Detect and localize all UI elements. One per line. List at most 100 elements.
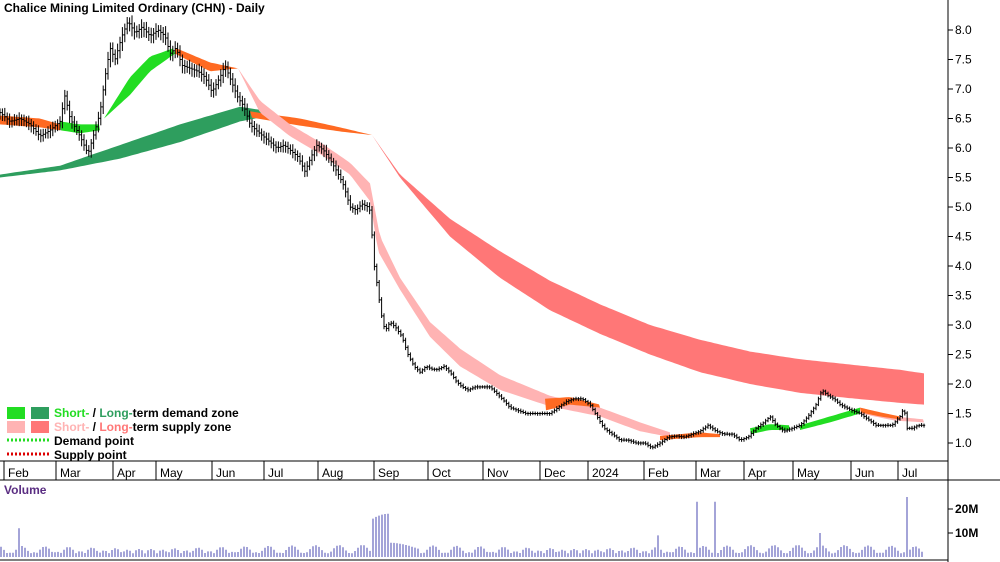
price-bar [217,75,220,90]
price-bar [723,432,726,437]
price-bar [229,67,232,86]
price-bar [538,411,542,416]
short-term-crossover-zone [175,47,238,72]
month-tick-label: Mar [700,466,721,480]
price-bar [361,199,364,211]
price-bar [627,438,630,443]
legend-supply-rest: term supply zone [133,420,232,434]
price-bar [711,425,714,432]
price-bar [522,409,525,414]
price-bar [39,129,42,143]
price-bar [421,368,424,374]
price-bar [15,114,18,126]
price-bar [78,126,81,141]
price-bar [774,418,777,427]
price-bar [913,425,916,431]
price-bar [13,114,16,126]
price-bar [577,397,580,402]
price-bar [625,438,628,442]
price-bar [270,136,273,149]
month-tick-label: Apr [117,466,136,480]
legend-swatch-short-supply [7,421,25,433]
price-bar [850,407,854,413]
price-bar [442,364,446,370]
month-tick-label: Apr [748,466,767,480]
price-bar [546,411,549,416]
price-bar [613,431,616,438]
price-bar [606,427,609,433]
legend-demand-zone: Short- / Long-term demand zone [54,406,239,420]
price-bar [46,126,50,139]
price-bar [30,119,33,133]
price-bar [82,134,86,151]
may-short-demand-zone [800,407,860,430]
price-tick-label: 4.5 [955,230,972,244]
price-bar [440,366,443,371]
price-bar [471,385,474,391]
price-bar [277,141,280,153]
price-bar [591,403,594,412]
price-bar [236,85,239,103]
price-bar [154,23,158,40]
price-bar [466,386,470,393]
price-bars [0,15,926,450]
price-bar [66,90,69,111]
price-bar [781,426,784,433]
price-bar [75,120,78,135]
price-tick-label: 5.5 [955,171,972,185]
price-bar [286,141,290,154]
price-bar [390,320,393,327]
price-bar [598,415,602,424]
price-bar [891,422,894,428]
price-bar [298,152,302,165]
price-bar [478,385,482,390]
price-bar [462,383,465,390]
price-bar [22,114,26,127]
month-tick-label: Jun [216,466,235,480]
price-bar [238,92,242,107]
price-bar [370,206,374,239]
price-bar [874,421,878,428]
price-bar [6,112,9,125]
price-bar [226,61,230,79]
price-bar [138,24,141,39]
price-bar [690,432,693,438]
price-bar [834,396,837,403]
price-bar [562,401,566,407]
price-bar [553,408,556,414]
price-bar [514,407,518,412]
price-bar [644,441,647,446]
price-bar [812,406,815,415]
price-bar [620,437,623,443]
price-bar [366,202,369,212]
price-bar [486,384,489,390]
price-bar [764,418,767,425]
price-bar [126,17,129,35]
price-bar [183,59,186,74]
price-bar [248,110,251,128]
month-tick-label: Oct [432,466,451,480]
price-tick-label: 6.5 [955,112,972,126]
price-bar [282,139,285,153]
price-bar [906,411,909,431]
price-bar [145,21,148,38]
price-bar [750,431,753,439]
price-bar [831,395,834,401]
month-tick-label: Nov [487,466,508,480]
price-bar [716,428,719,434]
price-bar [308,156,311,171]
long-term-supply-zone [372,135,924,405]
price-bar [63,89,66,115]
volume-title: Volume [4,483,47,497]
price-bar [301,155,304,172]
price-bar [848,406,851,411]
price-bar [454,376,458,384]
price-bar [3,107,6,122]
price-bar [130,15,134,37]
month-tick-label: Mar [60,466,81,480]
price-bar [294,148,297,161]
price-bar [601,420,604,428]
price-bar [541,411,544,416]
price-bar [790,426,794,432]
price-bar [517,408,520,414]
